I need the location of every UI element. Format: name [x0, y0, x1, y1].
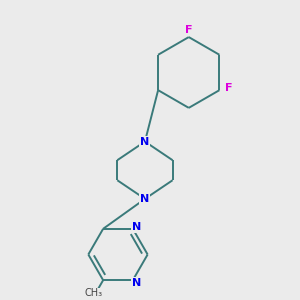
Text: N: N: [132, 278, 142, 288]
Text: N: N: [140, 194, 150, 204]
Text: N: N: [140, 136, 150, 147]
Text: F: F: [185, 25, 193, 35]
Text: CH₃: CH₃: [84, 288, 102, 298]
Text: F: F: [225, 83, 232, 94]
Text: N: N: [132, 222, 142, 232]
